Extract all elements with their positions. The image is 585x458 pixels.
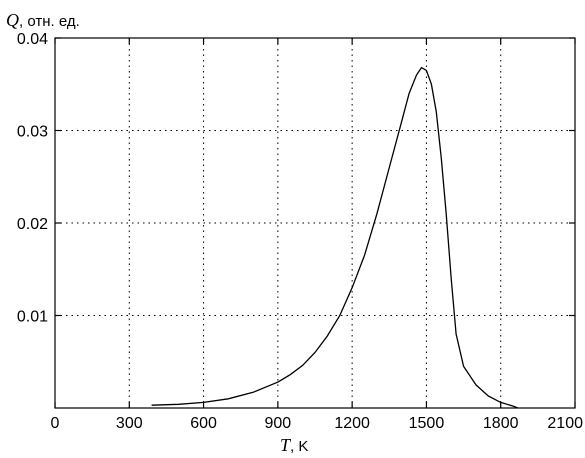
- y-axis-var: Q: [6, 10, 19, 30]
- y-tick-label: 0.03: [17, 124, 48, 141]
- y-tick-label: 0.04: [17, 31, 48, 48]
- x-tick-label: 0: [51, 415, 60, 432]
- y-tick-label: 0.02: [17, 216, 48, 233]
- x-axis-var: T: [280, 435, 292, 455]
- x-tick-label: 300: [116, 415, 143, 432]
- x-axis-unit: , K: [290, 438, 308, 455]
- x-tick-label: 1500: [409, 415, 445, 432]
- y-axis-label: Q, отн. ед.: [6, 10, 80, 30]
- y-tick-label: 0.01: [17, 309, 48, 326]
- x-tick-label: 900: [265, 415, 292, 432]
- tick-labels: 0 300 600 900 1200 1500 1800 2100 0.01 0.02 0.03 0.…: [17, 31, 583, 432]
- series-line-0: [151, 66, 519, 409]
- grid: [55, 38, 575, 408]
- x-tick-label: 1800: [483, 415, 519, 432]
- y-axis-unit: , отн. ед.: [19, 13, 80, 30]
- x-tick-label: 2100: [547, 415, 583, 432]
- x-tick-label: 600: [190, 415, 217, 432]
- x-tick-label: 1200: [334, 415, 370, 432]
- x-axis-label: T, K: [280, 435, 308, 455]
